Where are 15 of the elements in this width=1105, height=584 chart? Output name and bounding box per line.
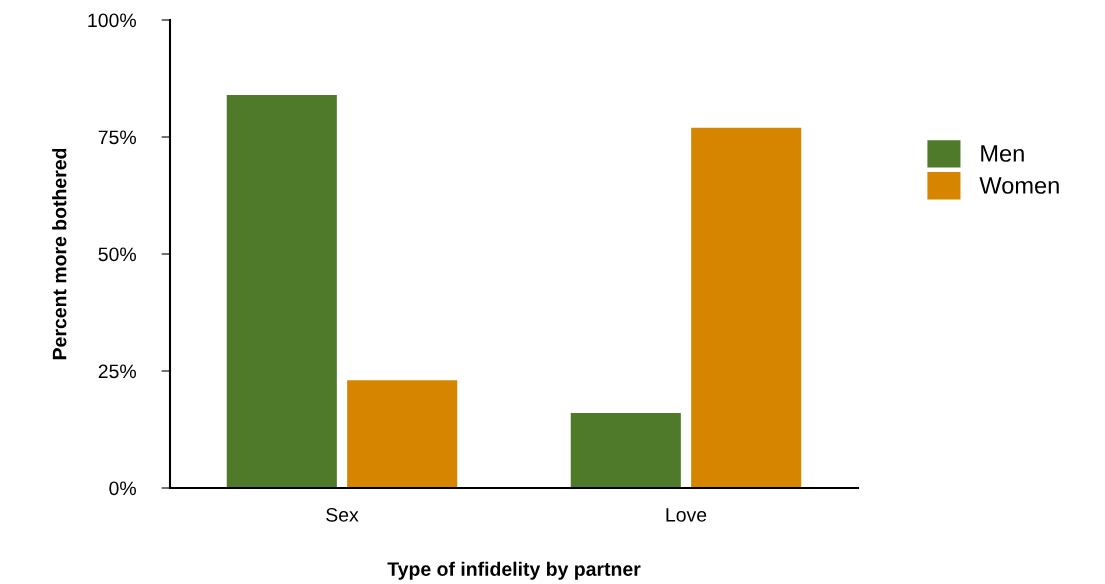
legend-label: Men bbox=[981, 145, 1024, 162]
bar bbox=[570, 413, 681, 488]
x-axis-title: Type of infidelity by partner bbox=[387, 561, 641, 580]
y-tick-label: 25% bbox=[98, 364, 136, 379]
y-tick-label: 75% bbox=[98, 130, 136, 145]
y-tick-label: 100% bbox=[88, 13, 136, 28]
y-axis-title: Percent more bothered bbox=[52, 148, 67, 360]
x-tick-label: Sex bbox=[326, 507, 359, 522]
legend-label: Women bbox=[979, 177, 1059, 194]
bar bbox=[691, 127, 802, 488]
y-tick-label: 50% bbox=[98, 247, 136, 262]
x-tick-label: Love bbox=[666, 508, 707, 522]
bar bbox=[347, 380, 458, 488]
bar bbox=[226, 94, 337, 488]
y-tick-label: 0% bbox=[109, 481, 136, 496]
